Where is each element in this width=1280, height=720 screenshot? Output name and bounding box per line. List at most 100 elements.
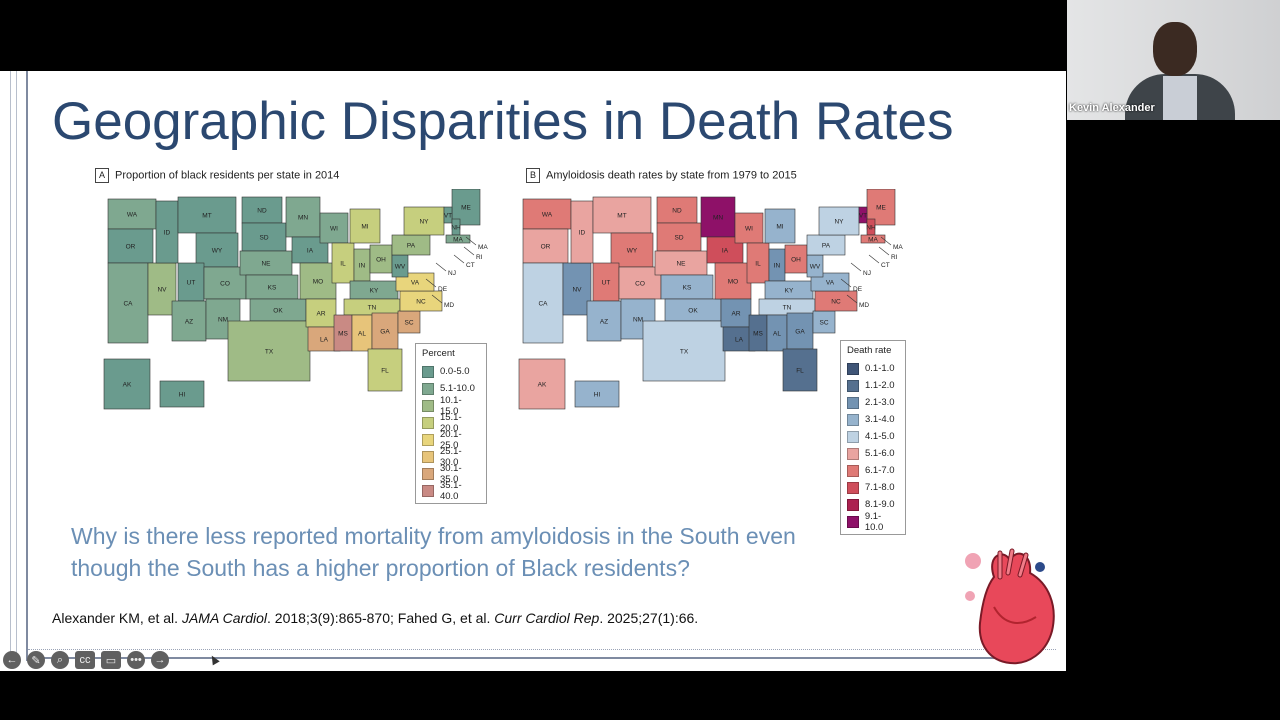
state-label: CA [123, 301, 133, 308]
state-label: IL [755, 261, 761, 268]
state-label: OH [791, 257, 801, 264]
state-wy [610, 232, 654, 268]
state-az [171, 300, 207, 342]
legend-item: 25.1-30.0 [422, 446, 480, 468]
legend-swatch [847, 430, 859, 443]
state-label: MO [313, 279, 323, 286]
state-label: NV [572, 287, 582, 294]
legend-item: 4.1-5.0 [847, 428, 899, 445]
callout-line [463, 246, 475, 256]
state-label: WV [395, 264, 406, 271]
legend-range-label: 5.1-6.0 [865, 448, 895, 459]
legend-swatch [847, 464, 859, 477]
state-ar [720, 298, 752, 328]
state-wa [522, 198, 572, 230]
slide-border-line [10, 71, 11, 661]
legend-item: 5.1-6.0 [847, 445, 899, 462]
legend-range-label: 2.1-3.0 [865, 397, 895, 408]
zoom-icon[interactable]: ⌕ [51, 651, 69, 669]
legend-swatch [847, 447, 859, 460]
callout-line [465, 236, 477, 246]
state-label: FL [381, 368, 389, 375]
state-label: MT [617, 213, 626, 220]
state-label: NY [834, 219, 844, 226]
legend-swatch [422, 382, 434, 395]
state-label: OH [376, 257, 386, 264]
callout-label: CT [466, 262, 475, 269]
legend-swatch [847, 481, 859, 494]
legend-item: 5.1-10.0 [422, 380, 480, 397]
state-label: LA [735, 337, 744, 344]
pen-icon[interactable]: ✎ [27, 651, 45, 669]
forward-arrow-icon[interactable]: → [151, 651, 169, 669]
state-label: ID [579, 230, 586, 237]
state-label: WI [745, 226, 753, 233]
state-ma [445, 234, 471, 244]
state-label: IA [722, 248, 729, 255]
state-nd [656, 196, 698, 224]
citation-text: Alexander KM, et al. [52, 610, 182, 626]
state-wi [319, 212, 349, 244]
citation-text: . 2025;27(1):66. [599, 610, 699, 626]
state-label: GA [380, 329, 390, 336]
legend-range-label: 6.1-7.0 [865, 465, 895, 476]
legend-swatch [847, 379, 859, 392]
caption-icon[interactable]: cc [75, 651, 95, 669]
state-label: OK [688, 308, 698, 315]
legend-percent: Percent 0.0-5.0 5.1-10.0 10.1-15.0 15.1-20.… [415, 343, 487, 504]
state-label: PA [407, 243, 416, 250]
state-label: KS [268, 285, 277, 292]
legend-range-label: 7.1-8.0 [865, 482, 895, 493]
speaker-head [1153, 22, 1197, 76]
state-label: AL [773, 331, 781, 338]
state-ma [860, 234, 886, 244]
state-label: CO [635, 281, 645, 288]
legend-range-label: 10.1-15.0 [439, 394, 462, 417]
legend-item: 20.1-25.0 [422, 429, 480, 451]
callout-label: DE [438, 286, 448, 293]
state-label: CA [538, 301, 548, 308]
legend-range-label: 3.1-4.0 [865, 414, 895, 425]
callout-label: DE [853, 286, 863, 293]
legend-swatch [422, 484, 434, 497]
callout-line [435, 262, 447, 272]
back-arrow-icon[interactable]: ← [3, 651, 21, 669]
callout-line [846, 294, 858, 304]
state-ks [660, 274, 714, 300]
state-label: NM [218, 317, 228, 324]
state-hi [574, 380, 620, 408]
legend-range-label: 5.1-10.0 [440, 383, 475, 394]
state-label: ME [461, 205, 471, 212]
legend-swatch [422, 416, 434, 429]
state-co [618, 266, 662, 300]
state-label: SD [674, 235, 683, 242]
callout-label: MA [478, 244, 488, 251]
legend-swatch [422, 399, 434, 412]
state-label: NC [416, 299, 426, 306]
callout-label: RI [891, 254, 898, 261]
speaker-video-tile[interactable]: Kevin Alexander [1067, 0, 1280, 120]
state-vt [443, 206, 453, 224]
legend-swatch [422, 467, 434, 480]
legend-item: 0.1-1.0 [847, 360, 899, 377]
state-label: MA [868, 237, 878, 244]
state-label: HI [179, 392, 186, 399]
state-label: MS [753, 331, 763, 338]
state-label: CO [220, 281, 230, 288]
slide-icon[interactable]: ▭ [101, 651, 121, 669]
more-icon[interactable]: ••• [127, 651, 145, 669]
callout-line [850, 262, 862, 272]
state-label: WV [810, 264, 821, 271]
legend-range-label: 1.1-2.0 [865, 380, 895, 391]
state-ne [239, 250, 293, 276]
state-label: SD [259, 235, 268, 242]
state-label: VA [411, 280, 420, 287]
callout-label: MD [859, 302, 869, 309]
slide-border-line [16, 71, 17, 661]
legend-item: 15.1-20.0 [422, 412, 480, 434]
legend-swatch [847, 515, 859, 528]
state-label: UT [187, 280, 196, 287]
state-va [810, 272, 850, 292]
state-nv [147, 262, 177, 316]
